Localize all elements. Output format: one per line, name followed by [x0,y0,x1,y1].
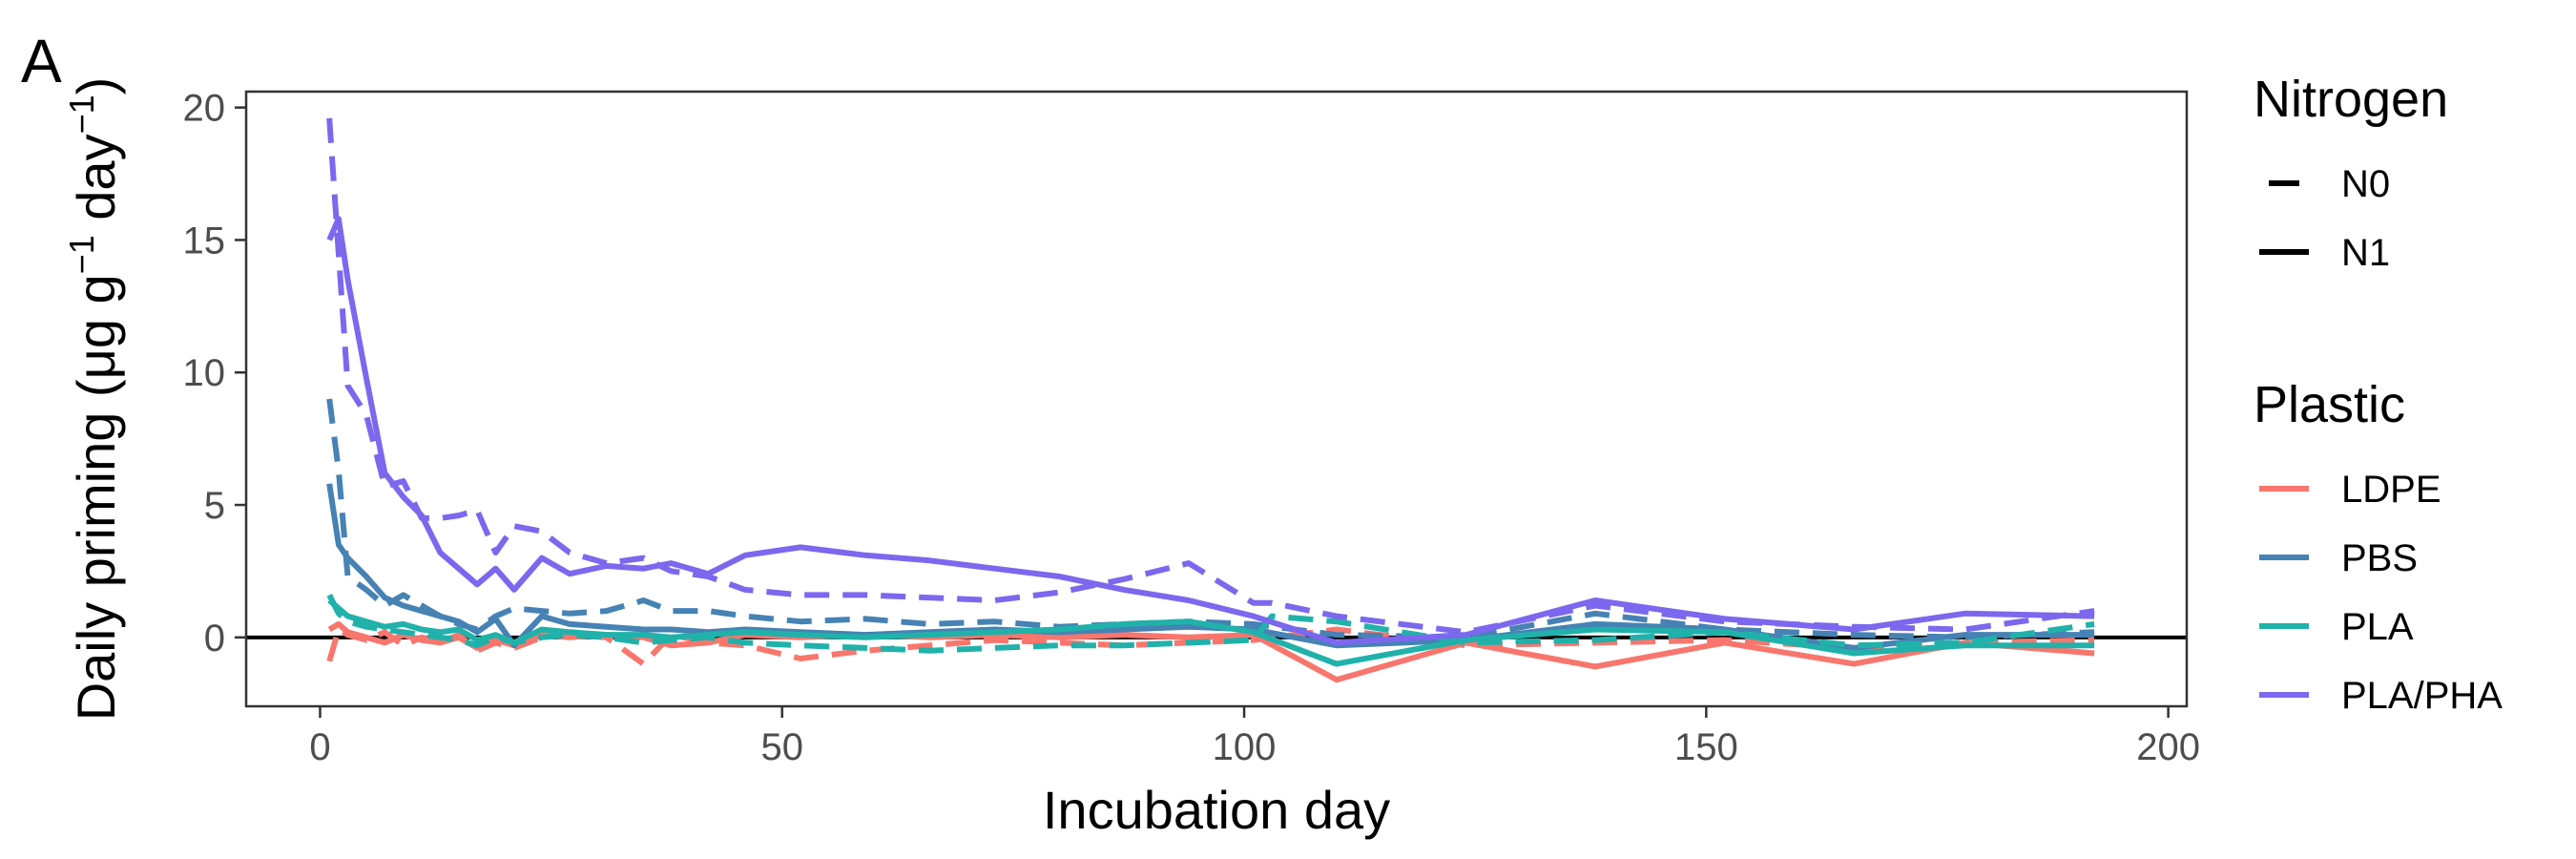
y-axis-title-exponent-1: −1 [62,235,101,274]
series-line-ldpe-n1 [327,620,2095,683]
y-tick-label: 10 [183,352,226,394]
plot-area [244,90,2189,708]
y-tick-label: 5 [204,485,225,527]
legend-label-pla-pha: PLA/PHA [2341,675,2503,717]
legend-nitrogen: Nitrogen N0 N1 [2254,71,2448,274]
y-axis-title-exponent-2: −1 [62,94,101,134]
y-axis-title-main: Daily priming (μg g [66,274,126,721]
y-tick-label: 0 [204,618,225,660]
y-axis-title: Daily priming (μg g−1 day−1) [62,77,126,722]
x-axis: 0 50 100 150 200 [309,706,2200,768]
legend-label-pla: PLA [2341,606,2414,648]
x-tick-label: 100 [1213,726,1277,768]
plot-border [244,90,2189,708]
y-tick-label: 20 [183,88,226,130]
x-tick-label: 0 [309,726,330,768]
series-line-pla-n1 [327,597,2095,667]
x-tick-label: 50 [761,726,804,768]
legend-label-n1: N1 [2341,232,2390,274]
legend-plastic-title: Plastic [2254,376,2405,433]
x-tick-label: 150 [1674,726,1738,768]
panel-label: A [21,27,62,95]
legend-label-ldpe: LDPE [2341,469,2441,511]
y-axis-title-close: ) [66,77,126,95]
y-axis: 0 5 10 15 20 [183,88,246,660]
y-axis-title-day: day [66,134,126,235]
x-axis-title: Incubation day [1043,780,1390,840]
legend-plastic: Plastic LDPE PBS PLA PLA/PHA [2254,376,2503,717]
x-tick-label: 200 [2136,726,2200,768]
series-line-pla-pha-n1 [326,216,2095,646]
series-line-pbs-n1 [326,483,2095,651]
legend-label-n0: N0 [2341,163,2390,205]
legend-nitrogen-title: Nitrogen [2254,71,2448,128]
series-layer [326,117,2095,683]
y-tick-label: 15 [183,220,226,262]
plot-background [246,92,2187,706]
legend-label-pbs: PBS [2341,537,2418,579]
